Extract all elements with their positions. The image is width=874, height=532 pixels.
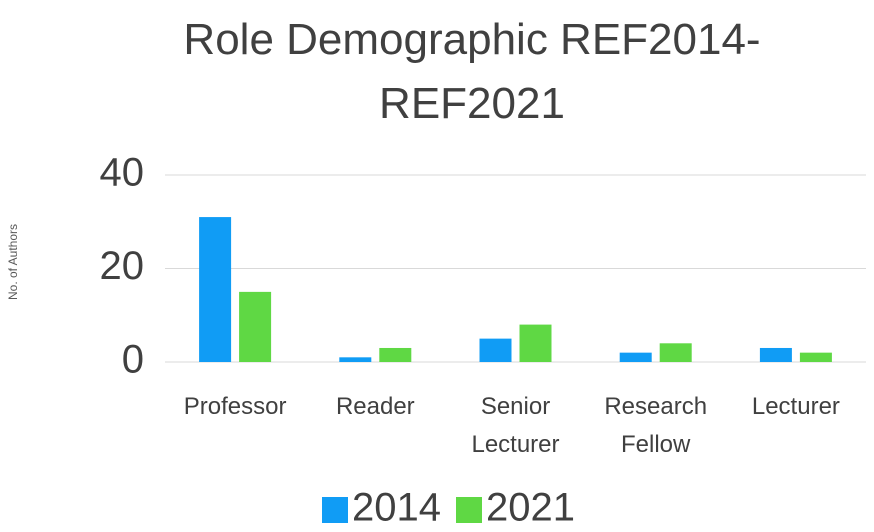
bar [479, 338, 512, 362]
bar [759, 347, 792, 362]
bar [619, 352, 652, 362]
chart-title: Role Demographic REF2014-REF2021 [183, 15, 761, 128]
bar [379, 347, 412, 362]
bar [799, 352, 832, 362]
x-tick-label: Research Fellow [604, 393, 708, 458]
legend-swatch [322, 497, 348, 523]
y-tick-label: 0 [122, 338, 144, 382]
bar [199, 217, 232, 362]
legend-swatch [456, 497, 482, 523]
y-tick-label: 40 [100, 151, 145, 195]
y-tick-label: 20 [100, 244, 145, 288]
bar [659, 343, 692, 362]
bar [519, 324, 552, 362]
x-tick-label: Professor [183, 393, 287, 420]
x-tick-label: Reader [335, 393, 415, 420]
x-tick-label: Lecturer [751, 393, 840, 420]
x-tick-label: Senior Lecturer [471, 393, 560, 458]
legend-label: 2014 [352, 486, 441, 530]
legend-label: 2021 [486, 486, 575, 530]
bar [339, 357, 372, 362]
y-axis-label: No. of Authors [6, 224, 20, 300]
bar [239, 291, 272, 362]
